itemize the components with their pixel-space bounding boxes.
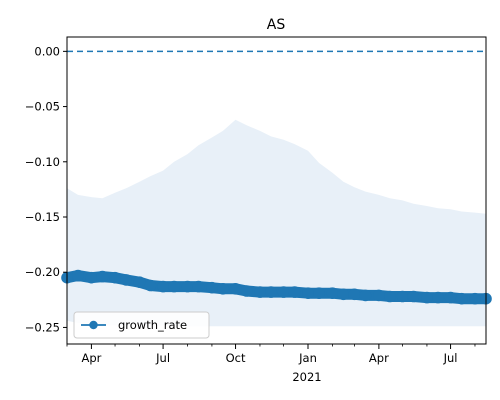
data-point-13 [217,283,229,295]
data-point-26 [373,289,385,302]
data-point-3 [96,270,109,283]
data-point-8 [157,280,169,293]
data-point-4 [109,271,121,284]
data-point-34 [469,292,481,305]
data-point-22 [326,287,339,300]
x-tick-label-4: Apr [369,351,389,365]
y-tick-label-2: −0.10 [25,155,60,169]
plot-frame [66,36,487,345]
data-point-27 [384,290,396,303]
data-point-2 [85,271,98,284]
y-tick-label-0: 0.00 [34,44,60,58]
x-tick-label-3: Jan [298,351,317,365]
x-tick-label-2: Oct [226,351,246,365]
data-point-20 [302,287,314,300]
data-point-21 [313,287,325,300]
data-point-31 [432,291,444,304]
data-point-19 [288,286,301,298]
data-point-12 [206,281,218,294]
data-point-30 [421,291,433,304]
x-axis: Apr Jul Oct Jan Apr Jul [66,344,476,365]
legend-box [73,311,210,339]
data-point-25 [359,289,372,302]
x-tick-label-0: Apr [81,351,101,365]
data-point-28 [396,290,409,303]
y-tick-label-5: −0.25 [25,320,60,334]
y-axis: 0.00 −0.05 −0.10 −0.15 −0.20 −0.25 [25,44,67,334]
legend-marker-growth-rate [89,320,98,330]
data-point-18 [277,286,290,298]
data-point-10 [181,280,194,293]
data-point-17 [265,286,277,298]
legend: growth_rate [73,311,210,339]
data-point-33 [455,292,468,305]
data-point-32 [444,291,457,304]
x-tick-label-5: Jul [443,351,458,365]
y-tick-label-1: −0.05 [25,100,60,114]
legend-label-growth-rate: growth_rate [118,318,187,332]
data-point-5 [120,274,132,286]
chart-title: AS [267,17,286,33]
data-point-7 [144,279,157,292]
series-0 [61,269,492,305]
data-point-16 [254,286,266,298]
data-point-23 [337,288,350,301]
data-point-6 [133,276,146,289]
y-tick-label-4: −0.20 [25,265,60,279]
y-tick-label-3: −0.15 [25,210,60,224]
data-point-14 [229,283,242,295]
data-point-9 [168,280,180,293]
data-point-11 [192,280,205,293]
confidence-band [67,119,486,327]
data-point-15 [240,285,253,297]
data-point-29 [407,290,420,303]
data-point-24 [348,288,361,301]
x-tick-label-1: Jul [155,351,170,365]
data-point-1 [72,269,84,282]
x-year-label: 2021 [292,370,321,384]
plot-area [61,50,492,327]
